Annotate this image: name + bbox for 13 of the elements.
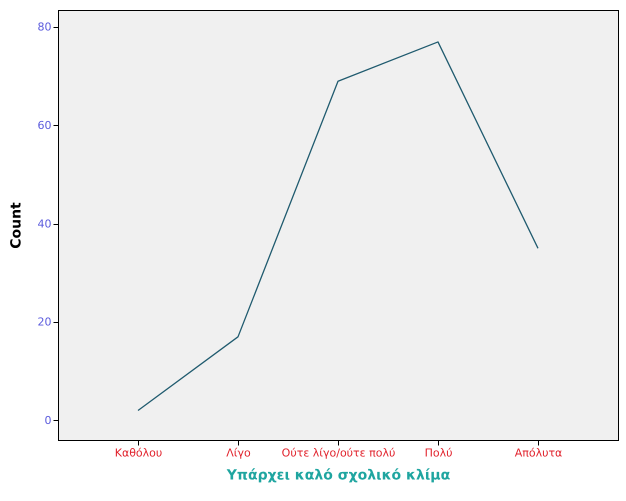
y-tick-label: 80 (38, 20, 52, 34)
y-tick-label: 40 (38, 217, 52, 230)
x-tick-label: Πολύ (424, 446, 452, 460)
y-tick-label: 20 (38, 316, 52, 329)
x-tick-label: Απόλυτα (514, 446, 562, 460)
y-axis-title: Count (8, 202, 25, 249)
y-tick-label: 0 (44, 414, 52, 427)
line-series (137, 41, 539, 412)
y-tick-label: 60 (38, 118, 52, 132)
x-tick-label: Ούτε λίγο/ούτε πολύ (282, 446, 396, 460)
x-tick-label: Λίγο (226, 446, 252, 460)
x-tick-label: Καθόλου (114, 446, 162, 460)
x-axis-title: Υπάρχει καλό σχολικό κλίμα (226, 468, 451, 484)
